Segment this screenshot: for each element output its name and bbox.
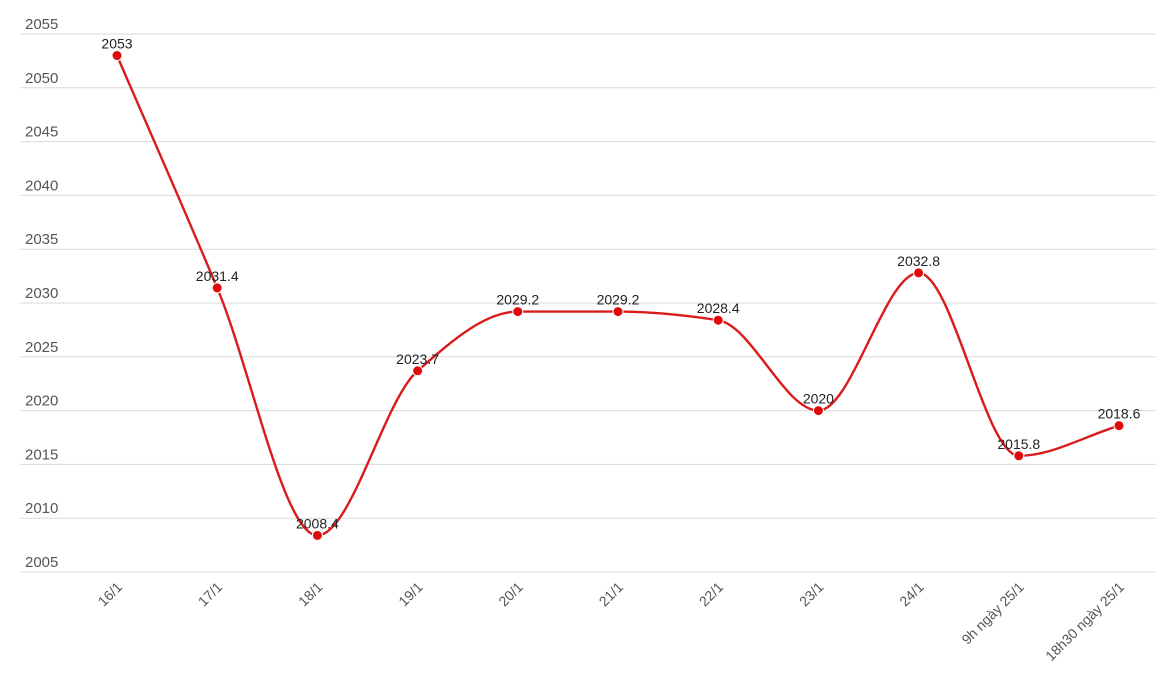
data-label: 2053	[101, 36, 132, 52]
y-tick-label: 2015	[25, 446, 58, 463]
y-tick-label: 2055	[25, 16, 58, 33]
x-tick-label: 9h ngày 25/1	[958, 579, 1027, 648]
data-point	[512, 306, 524, 318]
y-tick-label: 2045	[25, 124, 58, 141]
data-point	[1113, 420, 1125, 432]
y-tick-label: 2035	[25, 231, 58, 248]
x-tick-label: 19/1	[395, 579, 426, 610]
y-tick-label: 2005	[25, 554, 58, 571]
x-tick-label: 17/1	[195, 579, 226, 610]
data-point	[1013, 450, 1025, 462]
y-tick-label: 2020	[25, 393, 58, 410]
x-tick-label: 21/1	[596, 579, 627, 610]
x-tick-label: 20/1	[495, 579, 526, 610]
data-point	[712, 314, 724, 326]
data-label: 2029.2	[496, 292, 539, 308]
x-tick-label: 18h30 ngày 25/1	[1042, 579, 1127, 664]
data-point	[612, 306, 624, 318]
data-label: 2029.2	[597, 292, 640, 308]
data-point	[412, 365, 424, 377]
data-point	[111, 50, 123, 62]
data-label: 2028.4	[697, 300, 740, 316]
y-tick-label: 2030	[25, 285, 58, 302]
data-label: 2008.4	[296, 515, 339, 531]
x-tick-label: 16/1	[95, 579, 126, 610]
data-label: 2018.6	[1098, 406, 1141, 422]
y-tick-label: 2040	[25, 177, 58, 194]
x-tick-label: 24/1	[896, 579, 927, 610]
x-tick-label: 23/1	[796, 579, 827, 610]
data-label: 2015.8	[997, 436, 1040, 452]
series-line	[115, 55, 1120, 537]
y-tick-label: 2025	[25, 339, 58, 356]
data-label: 2020	[803, 391, 834, 407]
data-label: 2023.7	[396, 351, 439, 367]
data-point	[311, 529, 323, 541]
y-tick-label: 2050	[25, 70, 58, 87]
data-point	[913, 267, 925, 279]
y-tick-label: 2010	[25, 500, 58, 517]
data-point	[812, 405, 824, 417]
x-tick-label: 18/1	[295, 579, 326, 610]
x-tick-label: 22/1	[696, 579, 727, 610]
data-label: 2031.4	[196, 268, 239, 284]
data-point	[211, 282, 223, 294]
data-label: 2032.8	[897, 253, 940, 269]
